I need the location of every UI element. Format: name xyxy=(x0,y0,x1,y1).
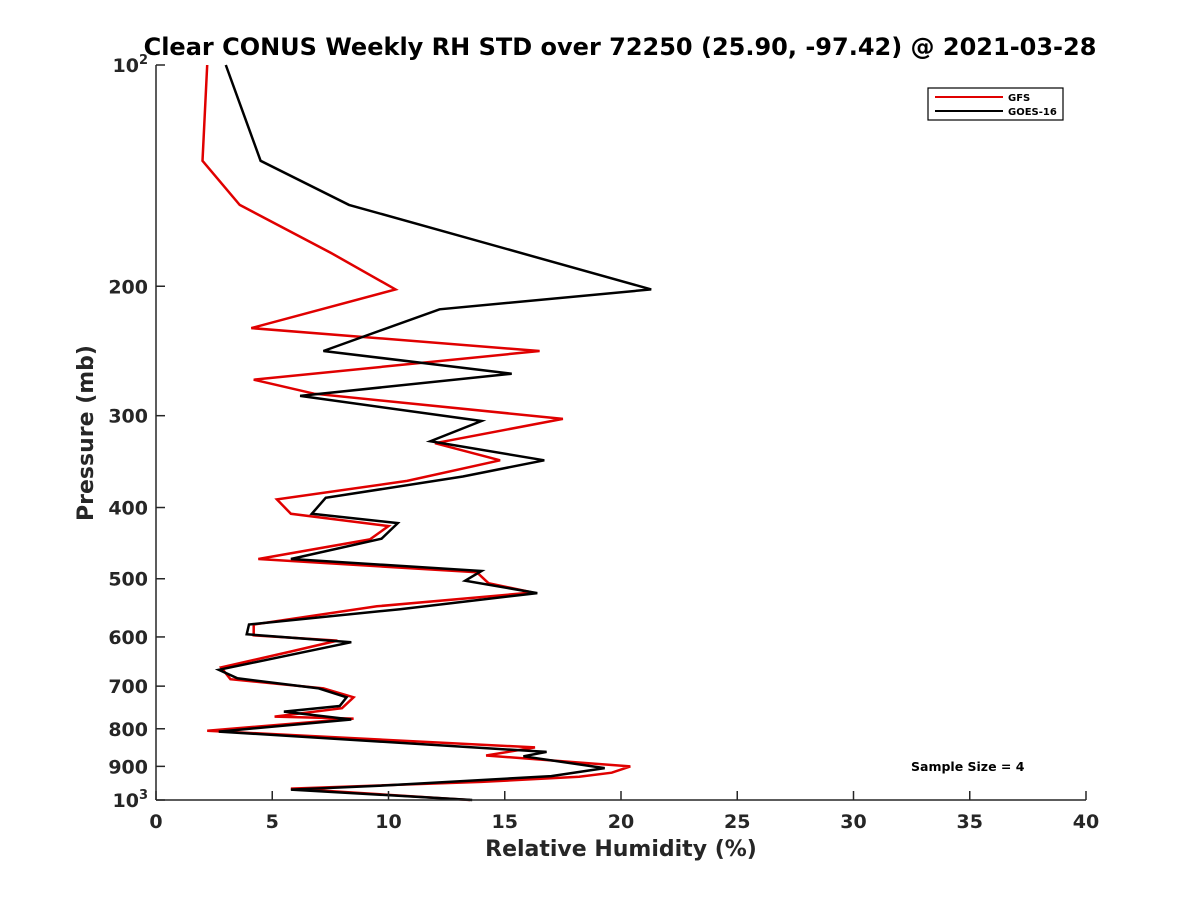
x-tick-label: 20 xyxy=(608,811,634,833)
x-tick-label: 5 xyxy=(266,811,279,833)
legend-goes16-label: GOES-16 xyxy=(1008,107,1057,118)
x-tick-label: 15 xyxy=(492,811,518,833)
x-axis-ticks: 0 5 10 15 20 25 30 35 40 xyxy=(149,791,1099,833)
y-tick-label: 700 xyxy=(108,676,148,698)
y-tick-label: 103 xyxy=(113,788,149,812)
y-tick-label: 600 xyxy=(108,627,148,649)
x-tick-label: 10 xyxy=(375,811,401,833)
y-tick-label: 200 xyxy=(108,276,148,298)
y-tick-label: 500 xyxy=(108,569,148,591)
series-line-goes-16 xyxy=(214,64,652,802)
x-tick-label: 40 xyxy=(1073,811,1099,833)
legend-gfs-label: GFS xyxy=(1008,93,1030,104)
y-axis-ticks: 102 200 300 400 500 600 700 800 900 103 xyxy=(108,53,165,812)
y-axis-label: Pressure (mb) xyxy=(74,345,99,521)
y-tick-label: 800 xyxy=(108,719,148,741)
x-tick-label: 30 xyxy=(840,811,866,833)
chart-title: Clear CONUS Weekly RH STD over 72250 (25… xyxy=(144,33,1097,61)
sample-size-annotation: Sample Size = 4 xyxy=(911,759,1025,774)
legend: GFS GOES-16 xyxy=(927,87,1064,121)
y-tick-label: 400 xyxy=(108,498,148,520)
y-tick-label: 300 xyxy=(108,406,148,428)
x-tick-label: 35 xyxy=(957,811,983,833)
y-tick-label: 102 xyxy=(113,53,149,77)
y-tick-label: 900 xyxy=(108,756,148,778)
x-tick-label: 25 xyxy=(724,811,750,833)
series-line-gfs xyxy=(201,64,631,802)
legend-box xyxy=(927,87,1064,121)
x-axis-label: Relative Humidity (%) xyxy=(485,837,757,862)
x-tick-label: 0 xyxy=(149,811,162,833)
plot-lines xyxy=(201,64,652,802)
